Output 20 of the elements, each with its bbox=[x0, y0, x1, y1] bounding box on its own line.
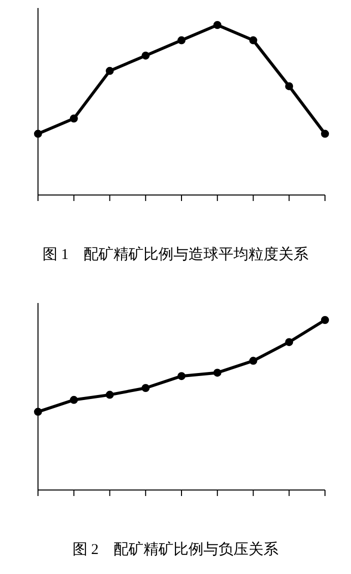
point bbox=[321, 130, 329, 138]
point bbox=[70, 114, 78, 122]
point bbox=[178, 372, 186, 380]
point bbox=[106, 390, 114, 399]
point bbox=[285, 338, 294, 346]
point bbox=[142, 384, 150, 392]
point bbox=[178, 36, 186, 44]
point bbox=[249, 36, 258, 44]
point bbox=[285, 82, 294, 90]
point bbox=[213, 21, 222, 29]
point bbox=[142, 52, 150, 60]
text: 图 1 配矿精矿比例与造球平均粒度关系 bbox=[41, 245, 310, 264]
point bbox=[70, 396, 78, 404]
point bbox=[34, 408, 42, 416]
point bbox=[321, 316, 329, 324]
text: 图 2 配矿精矿比例与负压关系 bbox=[71, 540, 280, 559]
point bbox=[34, 130, 42, 138]
point bbox=[106, 66, 114, 75]
point bbox=[213, 368, 222, 377]
point bbox=[249, 356, 258, 365]
